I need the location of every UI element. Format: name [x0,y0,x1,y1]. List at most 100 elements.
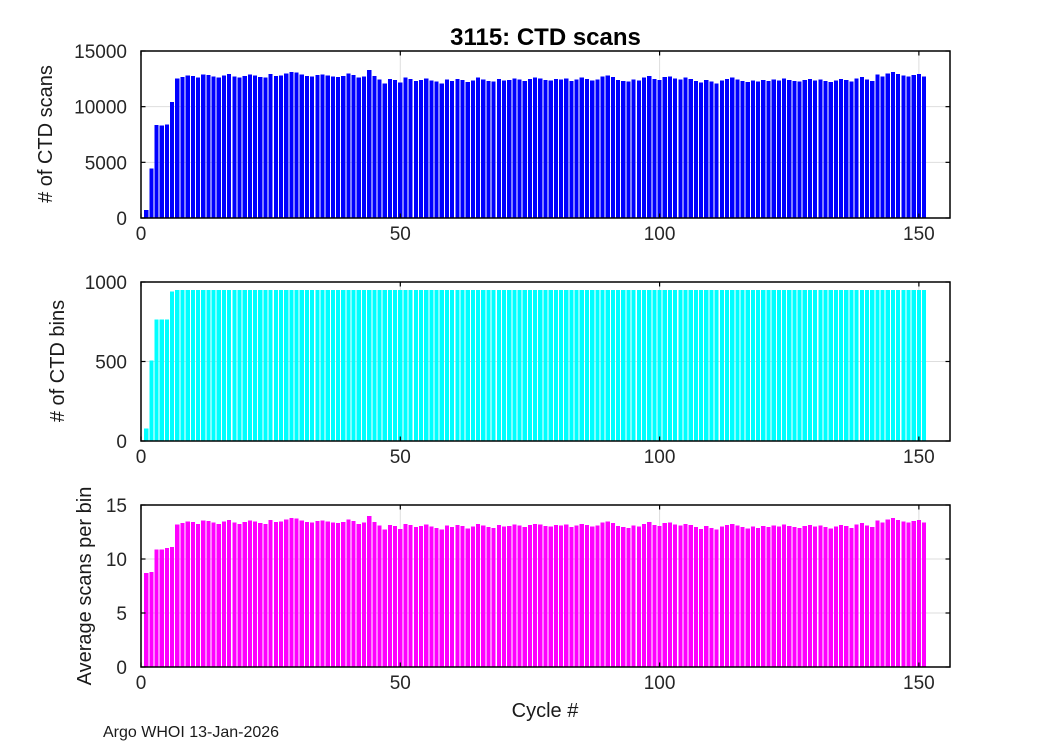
bar [735,289,740,441]
bar [382,289,387,441]
bar [501,80,507,218]
bar [761,526,766,667]
bar [761,289,766,441]
bar [185,75,190,219]
bar [662,289,667,441]
bar [382,83,387,218]
bar [164,124,170,218]
bar [304,289,310,441]
bar [890,518,896,667]
bar [330,76,335,218]
bar [356,289,361,441]
bar [787,289,792,441]
y-tick-label: 5000 [85,153,127,174]
bar [787,526,792,667]
bar [823,289,828,441]
bar [766,289,771,441]
bar [548,526,553,667]
bar [356,77,361,218]
bar [849,289,854,441]
bar [190,76,195,218]
bar [403,77,408,218]
bar [517,289,522,441]
bar [641,77,647,218]
bar [216,289,221,441]
bar [289,289,294,441]
bar [315,520,320,667]
bar [735,525,740,667]
bar [870,81,875,218]
bar [678,525,683,667]
bar [839,289,844,441]
bar [792,289,797,441]
x-tick-label: 0 [136,224,147,245]
bar [818,79,823,218]
bar [916,73,921,218]
bar [258,523,263,667]
bar [678,79,683,218]
bar [564,524,569,667]
bar [584,289,590,441]
bar [626,527,631,667]
bar [875,74,880,218]
bar [704,79,709,218]
bar [766,81,771,218]
bar [538,524,543,667]
bar [543,289,548,441]
bar [890,72,896,219]
subplot-ctd-scans: 0 50 100 150 0 5000 10000 15000 [74,42,951,245]
bar [626,81,631,219]
bar [341,522,346,667]
bar [170,291,175,441]
bar [258,289,263,441]
bar [268,73,273,218]
bar [616,526,621,667]
bar [201,520,206,667]
bar [507,79,512,218]
bar [253,521,258,667]
bar [683,289,688,441]
bar [600,289,605,441]
bar [263,77,268,218]
bar [647,522,652,667]
bar [247,289,252,441]
bar [439,289,444,441]
bar [455,78,460,218]
bar [496,524,501,667]
bar [387,524,392,667]
bar [393,289,398,441]
bar [247,74,252,218]
bar [278,75,284,219]
bar [517,525,522,667]
bar [906,76,911,218]
bar [756,289,761,441]
bar [299,289,304,441]
bar [180,289,185,441]
bar [911,74,916,218]
bar [413,527,418,667]
bar [699,528,704,667]
bar [699,289,704,441]
bar [901,521,906,667]
bar [460,289,465,441]
bar [781,78,787,218]
bar [880,522,885,667]
bar [372,76,377,218]
bar [361,289,367,441]
bar [450,289,455,441]
bar [880,289,885,441]
bar [335,523,341,667]
bar [781,289,787,441]
bar [253,289,258,441]
x-tick-label: 50 [390,673,411,694]
bar [584,524,590,667]
bar [750,526,756,667]
bar [776,289,781,441]
bar [481,525,486,667]
bar [740,527,745,667]
bar [709,289,714,441]
bar [149,168,154,218]
x-tick-label: 50 [390,224,411,245]
bar [149,360,154,441]
bar [429,526,434,667]
